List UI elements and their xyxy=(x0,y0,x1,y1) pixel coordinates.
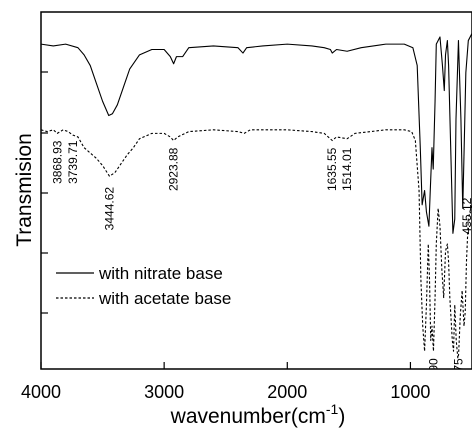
x-axis-label-sup: -1 xyxy=(326,401,339,417)
peak-label: 1635.55 xyxy=(325,147,339,191)
x-axis-label-close: ) xyxy=(338,405,345,428)
peak-label: 813.90 xyxy=(426,358,440,395)
x-tick-label: 4000 xyxy=(21,382,61,402)
y-axis-ticks xyxy=(41,71,48,314)
legend-label-nitrate: with nitrate base xyxy=(98,264,223,283)
peak-label: 609.75 xyxy=(452,358,466,395)
x-axis-ticks: 4000 3000 2000 1000 xyxy=(21,362,430,402)
legend-label-acetate: with acetate base xyxy=(98,289,231,308)
series-layer xyxy=(41,33,472,359)
x-tick-label: 1000 xyxy=(390,382,430,402)
x-tick-label: 2000 xyxy=(267,382,307,402)
legend: with nitrate base with acetate base xyxy=(56,264,231,308)
peak-label: 1514.01 xyxy=(340,147,354,191)
series-line-nitrate xyxy=(41,33,472,234)
series-line-acetate xyxy=(41,129,472,359)
x-axis-label-text: wavenumber(cm xyxy=(170,405,326,428)
peak-annotations: 3868.93 3739.71 3444.62 2923.88 1635.55 1514.… xyxy=(50,140,472,395)
x-tick-label: 3000 xyxy=(144,382,184,402)
peak-label: 3739.71 xyxy=(66,140,80,184)
peak-label: 455.12 xyxy=(460,197,472,234)
x-axis-label: wavenumber(cm-1) xyxy=(170,401,346,428)
y-axis-label: Transmision xyxy=(13,133,36,247)
peak-label: 3868.93 xyxy=(50,140,64,184)
plot-area xyxy=(40,11,472,370)
peak-label: 2923.88 xyxy=(167,147,181,191)
peak-label: 3444.62 xyxy=(102,187,116,231)
